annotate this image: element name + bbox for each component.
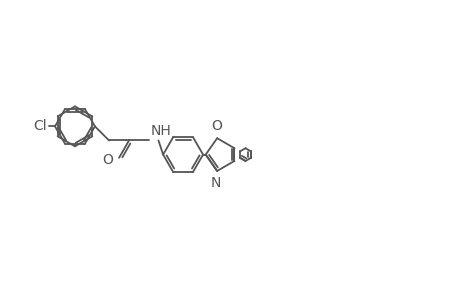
Text: O: O [211,119,222,133]
Text: Cl: Cl [34,119,47,134]
Text: O: O [101,153,112,167]
Text: N: N [210,176,221,190]
Text: NH: NH [151,124,172,138]
